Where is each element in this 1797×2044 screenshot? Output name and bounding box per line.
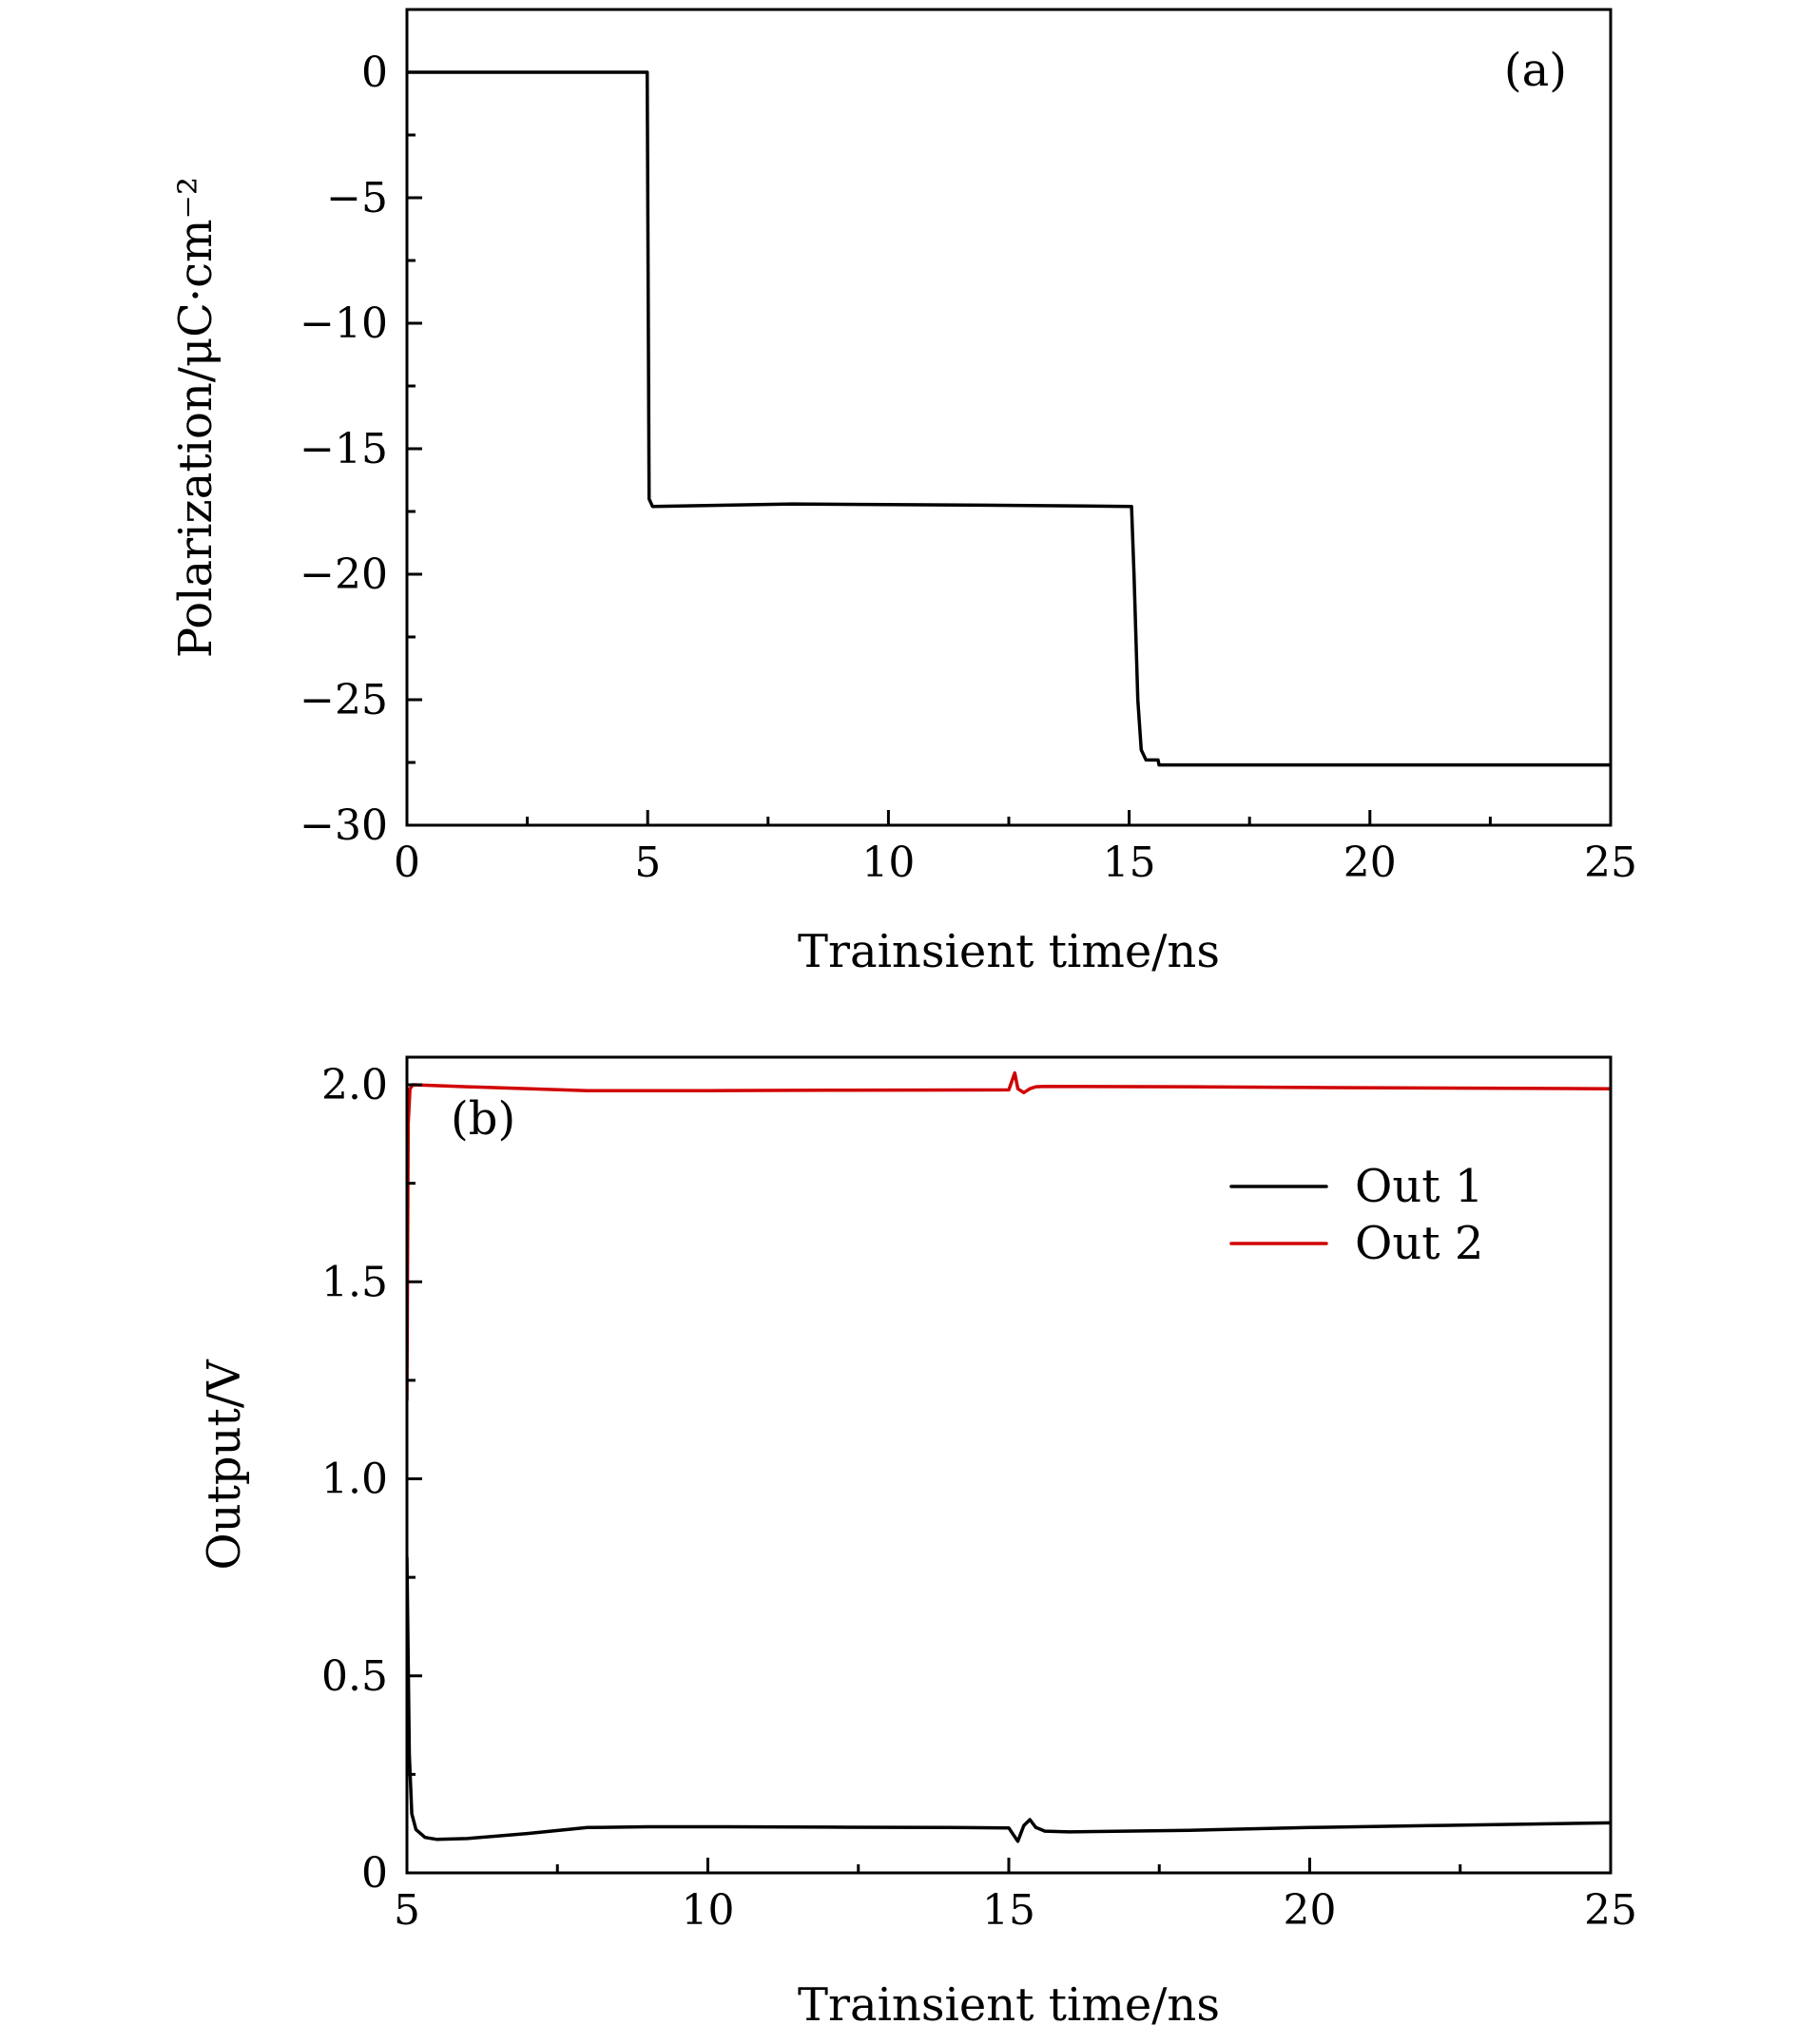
- y-tick-label-a-2: −10: [300, 299, 388, 348]
- y-tick-label-a-0: 0: [361, 48, 388, 97]
- x-tick-label-a-2: 10: [861, 839, 915, 887]
- x-tick-label-a-3: 15: [1103, 839, 1156, 887]
- x-tick-label-b-1: 10: [682, 1886, 735, 1935]
- x-tick-label-a-0: 0: [394, 839, 420, 887]
- panel-label-a: (a): [1504, 44, 1567, 97]
- y-axis-title-b: Output/V: [198, 1359, 251, 1571]
- plot-frame-a: [405, 8, 1613, 827]
- x-axis-title-b: Trainsient time/ns: [798, 1978, 1220, 2032]
- plot-layer-a: [407, 70, 1611, 767]
- series-line-b-1: [407, 1555, 1611, 1843]
- tick-labels-b: 5 10 15 20 25 0 0.5 1.0 1.5 2.0: [321, 1061, 1637, 1935]
- x-tick-label-b-4: 25: [1584, 1886, 1637, 1935]
- legend-b: Out 1 Out 2: [1229, 1160, 1483, 1270]
- ticks-b: [405, 1083, 1613, 1875]
- chart-panel-b: 5 10 15 20 25 0 0.5 1.0 1.5 2.0 (b) Trainsient ti…: [198, 1055, 1637, 2032]
- y-axis-title-a: Polarization/μC·cm⁻²: [169, 177, 222, 658]
- panel-label-b: (b): [451, 1092, 515, 1146]
- y-tick-label-b-3: 1.5: [321, 1258, 388, 1306]
- x-tick-label-b-3: 20: [1284, 1886, 1337, 1935]
- tick-labels-a: 0 5 10 15 20 25 0 −5 −10 −15 −20 −25 −30: [300, 48, 1637, 887]
- y-tick-label-b-4: 2.0: [321, 1061, 388, 1109]
- y-tick-label-b-1: 0.5: [321, 1652, 388, 1701]
- y-tick-label-a-3: −15: [300, 425, 388, 473]
- series-line-a-1: [407, 70, 1611, 767]
- y-tick-label-a-4: −20: [300, 550, 388, 599]
- x-tick-label-b-2: 15: [982, 1886, 1035, 1935]
- y-tick-label-a-1: −5: [326, 174, 388, 222]
- x-axis-title-a: Trainsient time/ns: [798, 925, 1220, 978]
- y-tick-label-b-0: 0: [361, 1849, 388, 1898]
- legend-label-out-1: Out 1: [1355, 1160, 1483, 1213]
- x-tick-label-a-4: 20: [1343, 839, 1397, 887]
- legend-label-out-2: Out 2: [1355, 1217, 1483, 1270]
- ticks-a: [405, 70, 1613, 827]
- x-tick-label-a-5: 25: [1584, 839, 1637, 887]
- x-tick-label-a-1: 5: [634, 839, 661, 887]
- y-tick-label-a-6: −30: [300, 801, 388, 850]
- x-tick-label-b-0: 5: [394, 1886, 420, 1935]
- y-tick-label-b-2: 1.0: [321, 1456, 388, 1504]
- chart-panel-a: 0 5 10 15 20 25 0 −5 −10 −15 −20 −25 −30 (a) Trainsi…: [169, 8, 1637, 978]
- y-tick-label-a-5: −25: [300, 676, 388, 724]
